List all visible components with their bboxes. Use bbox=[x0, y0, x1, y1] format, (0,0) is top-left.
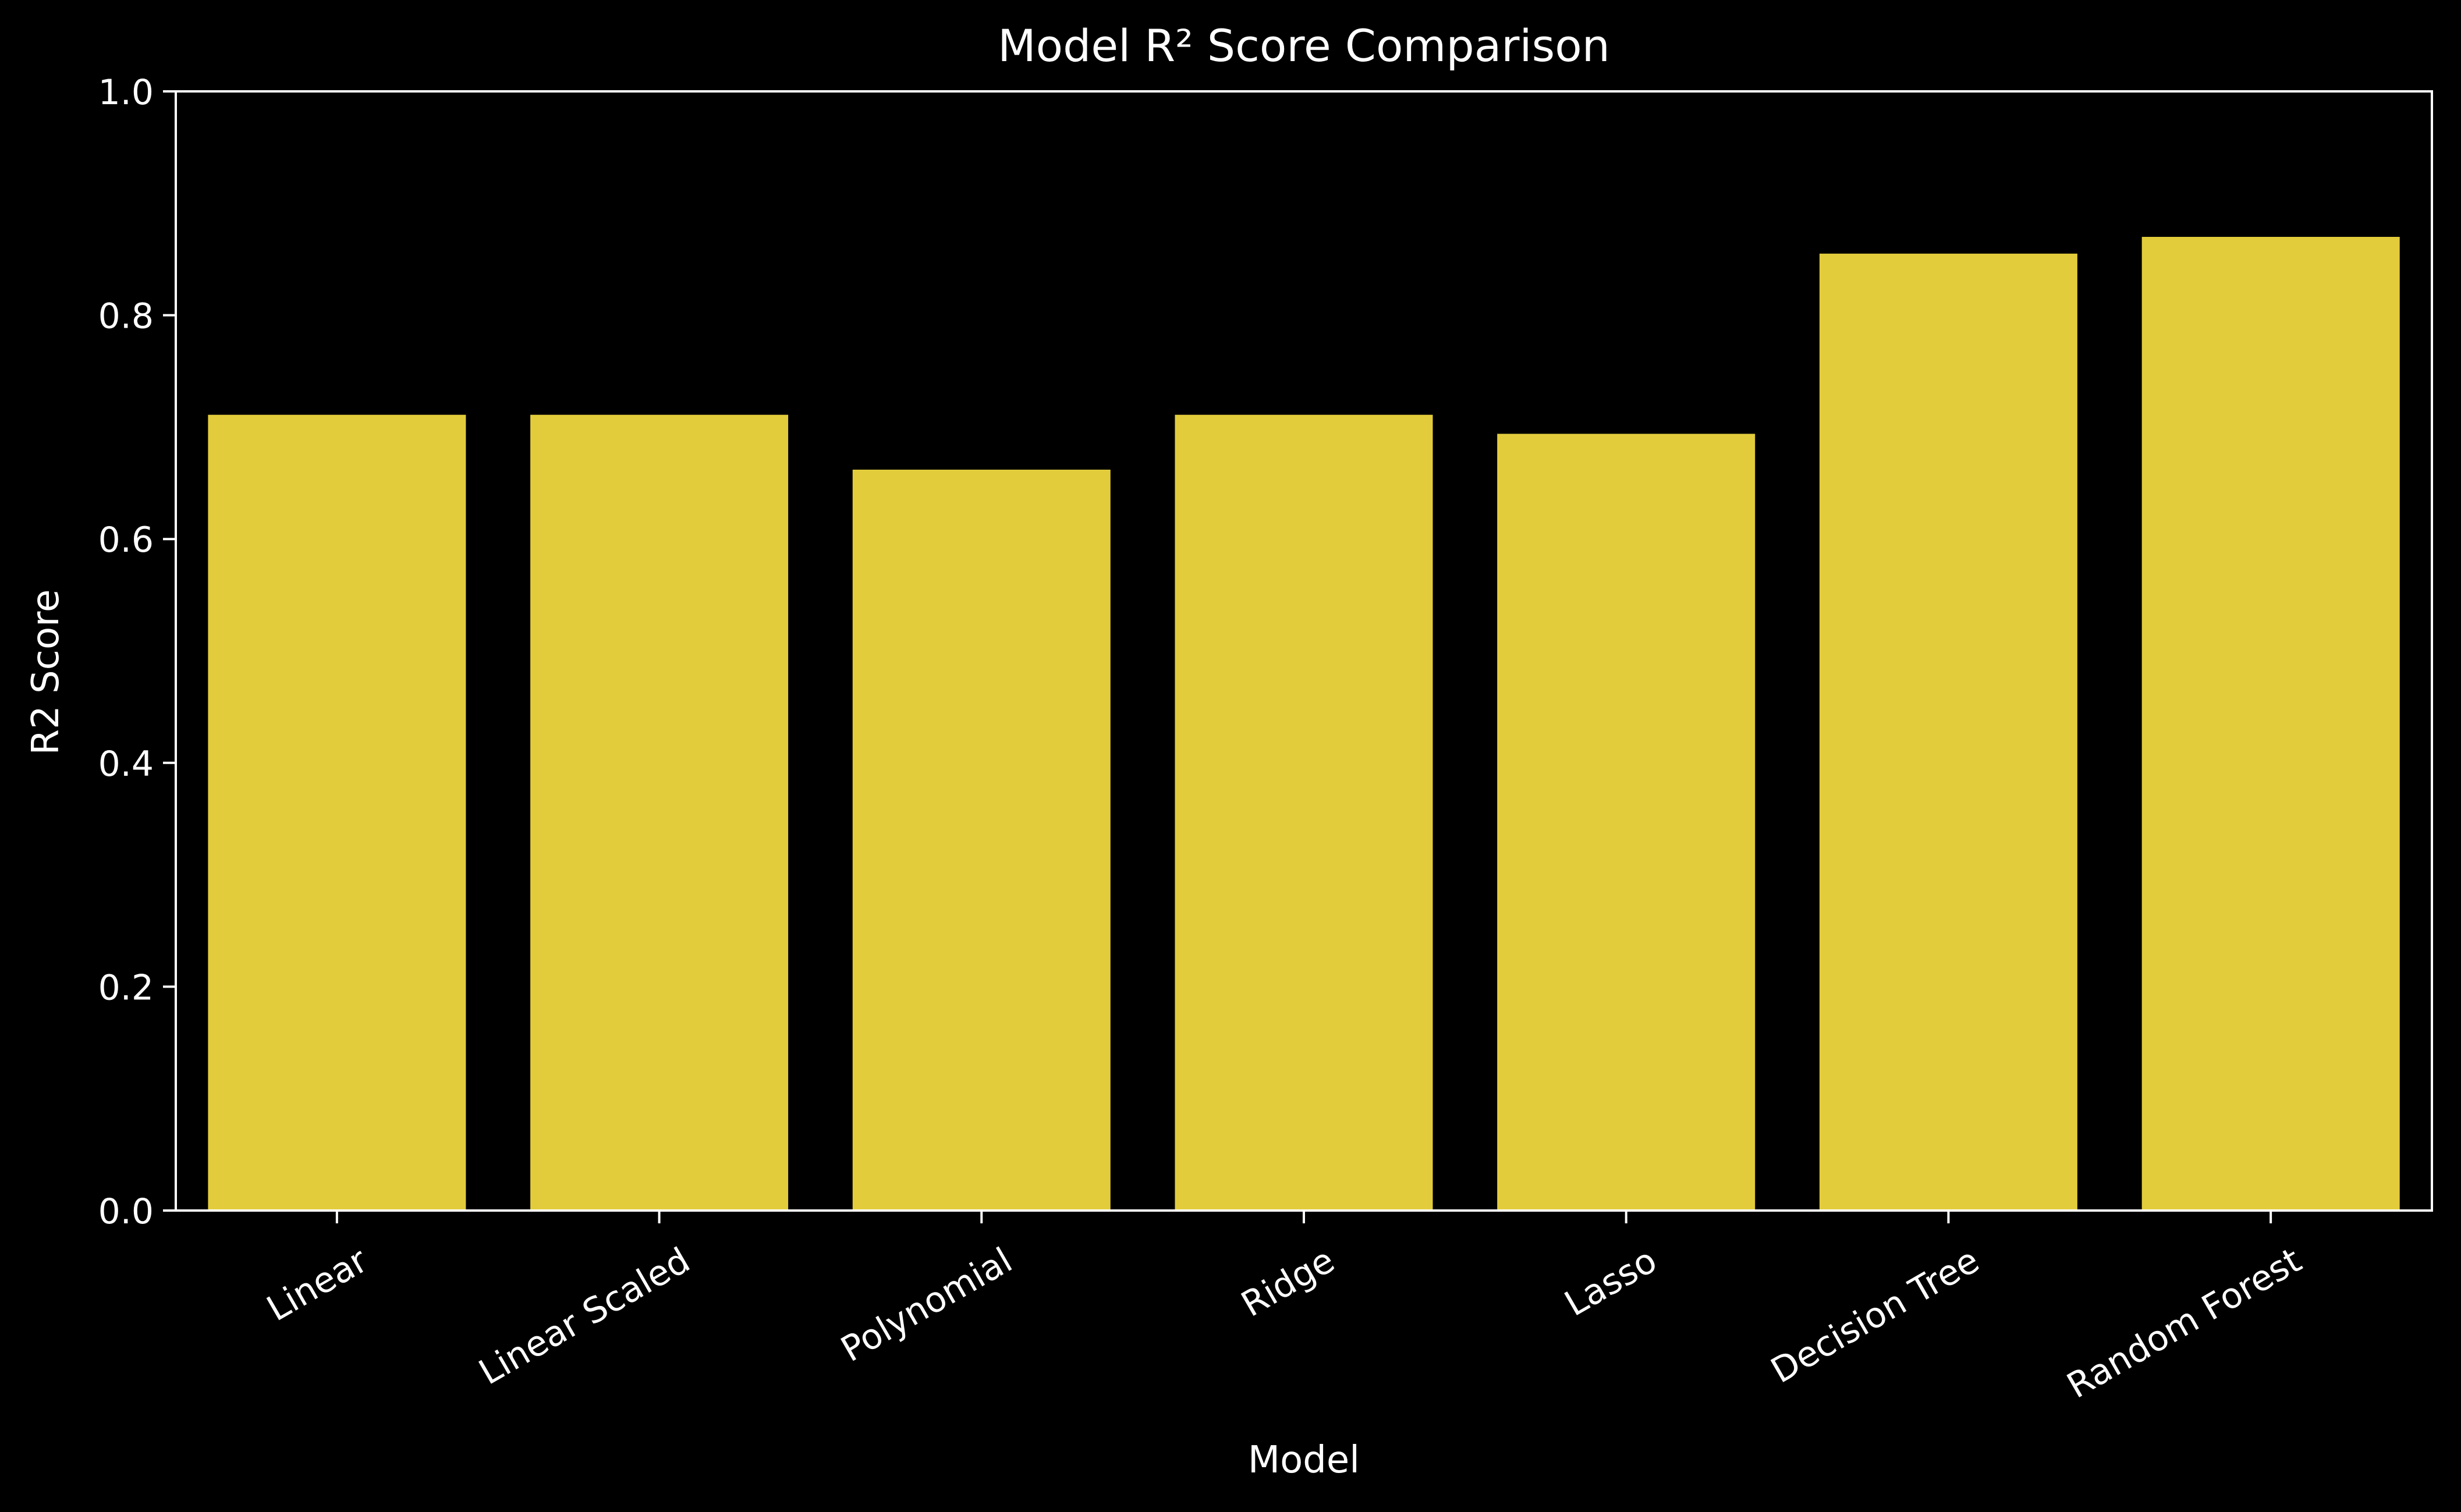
y-tick-label: 0.4 bbox=[98, 744, 154, 785]
y-ticks-layer: 0.0 0.2 0.4 0.6 0.8 1.0 bbox=[98, 72, 176, 1232]
y-tick-label: 1.0 bbox=[98, 72, 154, 113]
y-tick-label: 0.8 bbox=[98, 296, 154, 337]
y-tick-label: 0.0 bbox=[98, 1191, 154, 1232]
bar-decision-tree bbox=[1819, 253, 2077, 1211]
bar-lasso bbox=[1497, 434, 1756, 1211]
x-axis-label: Model bbox=[1248, 1439, 1360, 1482]
bar-ridge bbox=[1175, 414, 1433, 1211]
bar-polynomial bbox=[852, 470, 1111, 1211]
bars-layer bbox=[208, 237, 2400, 1211]
y-tick-label: 0.6 bbox=[98, 520, 154, 560]
bar-linear-scaled bbox=[530, 414, 789, 1211]
bar-linear bbox=[208, 414, 466, 1211]
y-tick-label: 0.2 bbox=[98, 967, 154, 1008]
y-axis-label: R2 Score bbox=[24, 590, 68, 755]
bar-random-forest bbox=[2141, 237, 2400, 1211]
chart-title: Model R² Score Comparison bbox=[998, 20, 1610, 72]
